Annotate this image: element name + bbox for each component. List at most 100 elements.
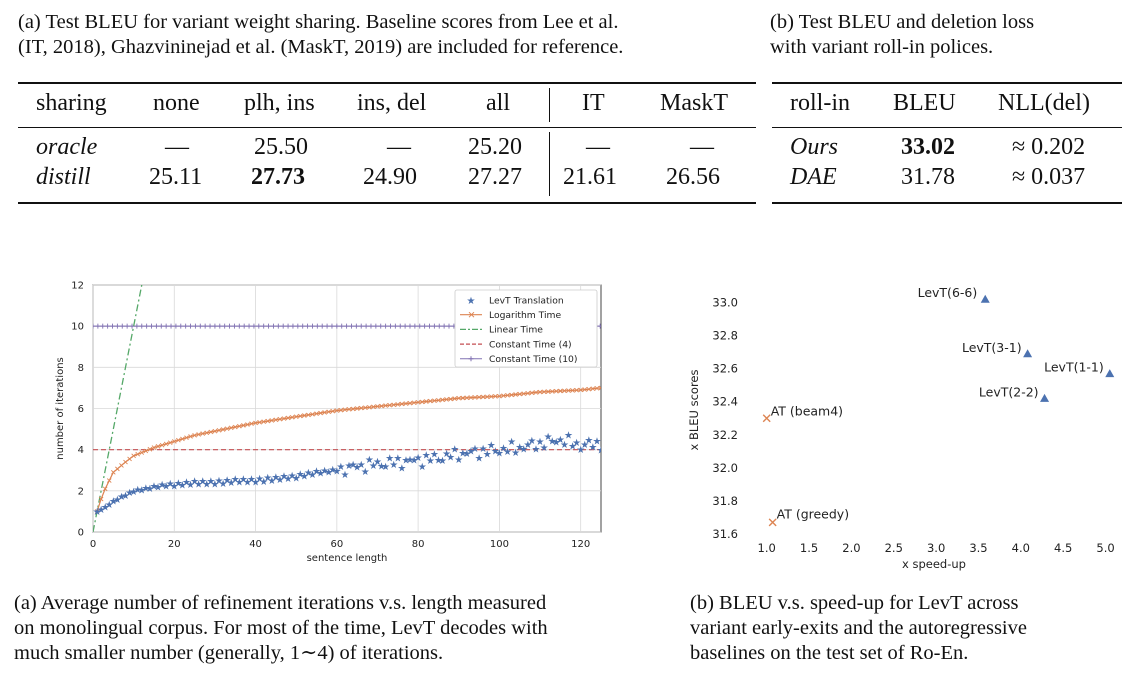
figure-a-levt-marker: ★ [377,462,386,473]
table-a-header-it: IT [582,90,605,116]
figure-a-constant10-marker [110,323,116,329]
figure-a-log-marker [411,400,417,406]
figure-a-log-marker [167,440,173,445]
figure-a-log-marker [521,391,527,396]
figure-a-levt-marker: ★ [328,465,337,476]
figure-a-levt-marker: ★ [162,481,171,492]
figure-a-constant10-marker [192,323,198,329]
table-a-cell: 26.56 [666,164,720,190]
figure-a-log-marker [517,391,523,397]
figure-a-log-marker [456,395,462,401]
figure-a-levt-marker: ★ [466,447,475,458]
figure-a-legend-constant10-marker [468,356,474,362]
figure-a-log-marker [354,406,360,411]
figure-a-levt-marker: ★ [434,455,443,466]
figure-a-log-marker [147,446,153,452]
figure-a-levt-marker: ★ [345,461,354,472]
figure-a-log-marker [289,415,295,420]
figure-a-constant10-marker [280,323,286,329]
figure-a-levt-marker: ★ [361,467,370,478]
figure-a-log-marker [529,390,535,396]
figure-a-levt-marker: ★ [531,444,540,455]
figure-b-x-tick: 3.0 [927,541,945,555]
figure-a-levt-marker: ★ [235,478,244,489]
figure-a-log-marker [135,451,141,457]
figure-a-constant10-marker [129,323,135,329]
figure-a-log-marker [484,394,490,400]
figure-a-constant10-marker [236,323,242,329]
figure-a-log-marker [123,459,128,465]
figure-a-legend-label: Constant Time (4) [489,339,572,350]
figure-a-log-marker [163,441,169,447]
figure-a-constant10-marker [134,323,140,329]
figure-b-chart: 1.0 1.5 2.0 2.5 3.0 3.5 4.0 4.5 5.0 31.6 31.8 32.0 3… [687,285,1115,571]
figure-a-levt-marker: ★ [487,441,496,452]
table-a-cell: 24.90 [363,164,417,190]
figure-a-levt-marker: ★ [231,474,240,485]
figure-a-log-marker [322,410,327,415]
table-a-header-ins-del: ins, del [357,90,427,116]
figure-a-constant10-marker [163,323,169,329]
figure-b-point-marker [980,294,990,303]
figure-a-legend-box [454,289,598,368]
table-b-top-rule [772,82,1122,84]
figure-a-levt-marker: ★ [572,438,581,449]
figure-a-log-marker [106,478,112,483]
figure-a-constant10-marker [295,323,301,329]
figure-a-levt-marker: ★ [353,463,362,474]
figure-a-y-label: number of iterations [55,357,66,459]
figure-a-constant10-marker [441,323,447,329]
figure-a-levt-marker: ★ [349,460,358,471]
figure-a-constant10-marker [124,323,130,329]
table-a-cell: 25.20 [468,134,522,160]
table-a-cell: 25.50 [254,134,308,160]
figure-a-legend-log-marker [468,311,475,318]
figure-a-log-marker [501,393,506,399]
figure-b-point-marker [1105,369,1115,378]
figure-a-constant10-marker [305,323,311,329]
figure-a-constant10-marker [144,323,150,329]
figure-b-x-tick: 4.5 [1054,541,1072,555]
table-b-cell: ≈ 0.037 [1012,164,1086,190]
figure-a-constant10-marker [261,323,267,329]
figure-a-log-marker [598,385,601,391]
figure-a-levt-marker: ★ [320,466,329,477]
figure-a-log-marker [545,389,551,394]
figure-a-log-marker [407,400,413,406]
figure-a-levt-marker: ★ [158,480,167,491]
figure-a-levt-marker: ★ [576,445,585,456]
figure-a-log-marker [232,424,238,430]
figure-a-levt-marker: ★ [259,477,268,488]
figure-b-x-tick: 2.0 [842,541,860,555]
figure-a-levt-marker: ★ [564,430,573,441]
figure-a-log-marker [513,392,518,397]
figure-a-log-marker [505,393,510,398]
figure-a-levt-marker: ★ [422,451,431,462]
figure-a-x-tick: 20 [168,539,181,550]
figure-a-log-marker [302,413,307,418]
table-a-header-maskt: MaskT [660,90,728,116]
figure-a-log-marker [220,427,226,432]
table-a-header-plh-ins: plh, ins [244,90,315,116]
figure-a-constant10-marker [334,323,340,329]
figure-a-constant10-marker [153,323,159,329]
figure-a-levt-marker: ★ [389,460,398,471]
figure-a-levt-marker: ★ [454,455,463,466]
figure-a-log-marker [293,414,299,420]
figure-a-constant10-marker [178,323,184,329]
figure-a-y-tick: 0 [78,528,84,539]
figure-b-point-label: LevT(1-1) [1044,360,1104,375]
figure-a-levt-marker: ★ [373,457,382,468]
figure-a-levt-marker: ★ [446,453,455,464]
figure-a-log-marker [236,423,242,429]
table-a-cell: 21.61 [563,164,617,190]
figure-a-levt-marker: ★ [121,491,130,502]
figure-a-legend-label: Constant Time (10) [489,354,578,365]
figure-a-constant10-marker [373,323,379,329]
figure-a-log-marker [350,406,356,412]
figure-a-levt-marker: ★ [239,474,248,485]
figure-a-log-marker [94,509,100,514]
figure-a-constant10-marker [285,323,291,329]
figure-a-levt-marker: ★ [202,480,211,491]
figure-a-constant10-marker [383,323,389,329]
